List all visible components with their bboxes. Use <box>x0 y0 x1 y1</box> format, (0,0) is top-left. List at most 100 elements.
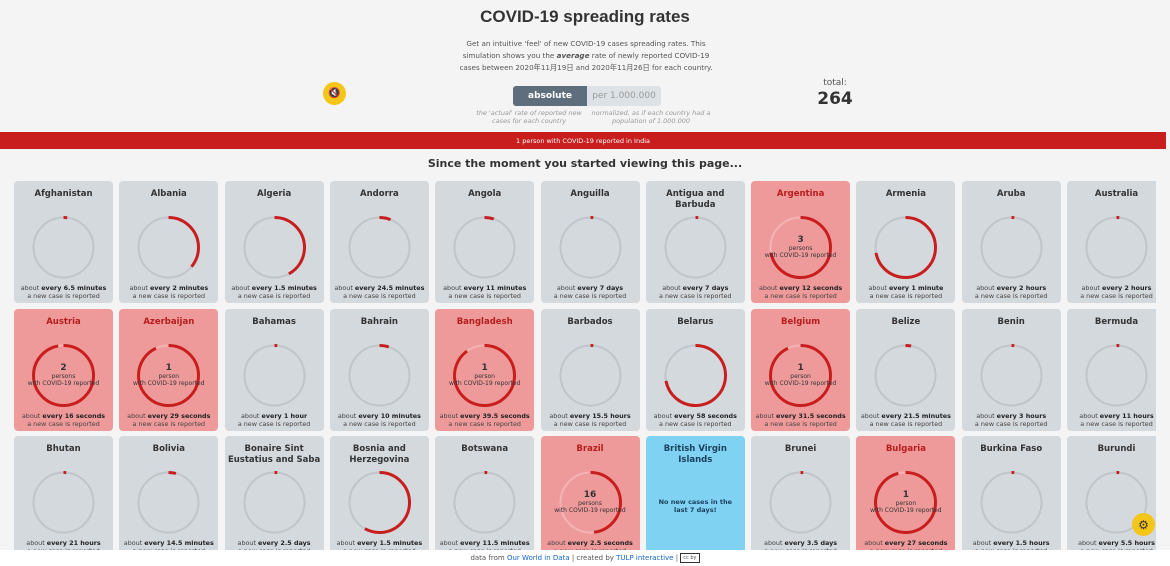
ring-track <box>980 471 1043 534</box>
rate-prefix: about <box>868 284 889 292</box>
rate-value: every 10 minutes <box>358 411 421 420</box>
rate-prefix: about <box>20 284 42 292</box>
total-label: total: <box>823 78 847 88</box>
country-card[interactable]: Australia about every 2 hours a new case i… <box>1067 181 1156 303</box>
country-card[interactable]: Bulgaria 1 person with COVID-19 reported abo… <box>856 436 956 551</box>
gear-icon: ⚙ <box>1138 517 1149 532</box>
rate-text: about every 15.5 hours a new case is repo… <box>541 412 640 428</box>
rate-prefix: about <box>439 539 461 547</box>
case-count-unit: persons <box>578 500 602 507</box>
progress-ring <box>453 216 517 279</box>
country-name: Aruba <box>996 189 1026 199</box>
country-card[interactable]: Austria 2 persons with COVID-19 reported abo… <box>14 308 113 431</box>
country-name: Antigua and Barbuda <box>666 189 725 210</box>
rate-text: about every 6.5 minutes a new case is rep… <box>14 284 113 300</box>
ring-track <box>137 471 200 534</box>
rate-text: about every 14.5 minutes a new case is re… <box>119 539 218 551</box>
country-card[interactable]: Bermuda about every 11 hours a new case is… <box>1067 308 1156 431</box>
country-card[interactable]: Andorra about every 24.5 minutes a new cas… <box>329 181 429 303</box>
ring-progress <box>663 216 727 279</box>
section-heading: Since the moment you started viewing thi… <box>427 157 743 170</box>
rate-prefix: about <box>764 539 785 547</box>
country-card[interactable]: Angola about every 11 minutes a new case i… <box>435 181 535 303</box>
country-card[interactable]: Argentina 3 persons with COVID-19 reported a… <box>751 181 851 303</box>
country-card[interactable]: Bahrain about every 10 minutes a new case … <box>329 308 429 431</box>
rate-value: every 11 hours <box>1099 411 1154 420</box>
country-card[interactable]: Anguilla about every 7 days a new case is … <box>540 181 640 303</box>
progress-ring <box>32 216 95 279</box>
country-card[interactable]: Belgium 1 person with COVID-19 reported abou… <box>751 308 851 431</box>
progress-ring <box>1085 471 1148 534</box>
country-card[interactable]: Bhutan about every 21 hours a new case is … <box>14 436 113 551</box>
case-count-subtitle: with COVID-19 reported <box>448 379 521 387</box>
rate-prefix: about <box>336 539 358 547</box>
ring-progress <box>1085 343 1148 407</box>
country-card[interactable]: Benin about every 3 hours a new case is re… <box>961 308 1061 431</box>
rate-text: about every 2 hours a new case is reporte… <box>1067 284 1156 300</box>
country-card[interactable]: Bolivia about every 14.5 minutes a new cas… <box>119 436 219 551</box>
rate-value: every 1.5 minutes <box>357 539 423 547</box>
case-count: 2 persons with COVID-19 reported <box>26 363 101 387</box>
absolute-button[interactable]: absolute <box>513 86 587 106</box>
country-card[interactable]: Algeria about every 1.5 minutes a new case… <box>224 181 324 303</box>
country-card[interactable]: Barbados about every 15.5 hours a new case… <box>540 308 640 431</box>
rate-text: about every 7 days a new case is reported <box>646 284 745 300</box>
mute-button[interactable]: 🔇 <box>323 82 346 105</box>
rate-value: every 2 hours <box>1101 284 1152 292</box>
country-card[interactable]: Bosnia and Herzegovina about every 1.5 mi… <box>329 436 429 551</box>
ring-progress <box>1085 471 1148 534</box>
country-card[interactable]: Bonaire Sint Eustatius and Saba about eve… <box>224 436 324 551</box>
country-card[interactable]: Belize about every 21.5 minutes a new case… <box>856 308 956 431</box>
rate-suffix: a new case is reported <box>343 547 416 551</box>
rate-prefix: about <box>755 411 777 420</box>
country-card[interactable]: Armenia about every 1 minute a new case is… <box>856 181 956 303</box>
progress-ring <box>558 471 622 534</box>
country-card[interactable]: British Virgin Islands No new cases in th… <box>645 436 745 551</box>
rate-suffix: a new case is reported <box>132 547 206 551</box>
country-name: Algeria <box>257 189 292 199</box>
rate-suffix: a new case is reported <box>1080 292 1153 300</box>
country-card[interactable]: Brunei about every 3.5 days a new case is … <box>751 436 851 551</box>
progress-ring <box>137 343 201 407</box>
ring-progress <box>979 343 1043 407</box>
rate-value: every 14.5 minutes <box>144 539 214 547</box>
rate-text: about every 21.5 minutes a new case is re… <box>856 412 955 428</box>
country-card[interactable]: Afghanistan about every 6.5 minutes a new … <box>14 181 113 303</box>
country-name: Armenia <box>885 189 926 199</box>
ring-progress <box>32 471 95 534</box>
rate-value: every 1.5 minutes <box>251 284 317 292</box>
rate-suffix: a new case is reported <box>237 419 311 428</box>
intro-text: Get an intuitive 'feel' of new COVID-19 … <box>455 38 717 74</box>
country-card[interactable]: Brazil 16 persons with COVID-19 reported abo… <box>540 436 640 551</box>
country-name: Australia <box>1094 189 1139 199</box>
country-card[interactable]: Antigua and Barbuda about every 7 days a n… <box>645 181 745 303</box>
country-card[interactable]: Burkina Faso about every 1.5 hours a new c… <box>961 436 1061 551</box>
rate-text: about every 11 minutes a new case is repo… <box>435 284 534 300</box>
cc-license-icon[interactable]: cc by <box>680 553 700 563</box>
rate-value: every 2 minutes <box>149 284 209 292</box>
country-card[interactable]: Bangladesh 1 person with COVID-19 reported a… <box>435 308 535 431</box>
rate-text: about every 1.5 hours a new case is repor… <box>962 539 1061 551</box>
country-name: Brunei <box>784 444 817 454</box>
rate-value: every 16 seconds <box>42 411 106 420</box>
country-card[interactable]: Albania about every 2 minutes a new case i… <box>119 181 219 303</box>
rate-text: about every 3.5 days a new case is report… <box>751 539 850 551</box>
settings-button[interactable]: ⚙ <box>1132 513 1155 536</box>
per-million-button[interactable]: per 1.000.000 <box>587 86 661 106</box>
country-card[interactable]: Aruba about every 2 hours a new case is re… <box>961 181 1061 303</box>
creator-link[interactable]: TULP interactive <box>616 554 674 562</box>
progress-ring <box>769 471 833 534</box>
country-card[interactable]: Belarus about every 58 seconds a new case … <box>645 308 745 431</box>
country-card[interactable]: Bahamas about every 1 hour a new case is r… <box>224 308 324 431</box>
page-title: COVID-19 spreading rates <box>480 7 690 26</box>
rate-prefix: about <box>653 411 675 420</box>
rate-value: every 2.5 days <box>258 539 311 547</box>
country-card[interactable]: Azerbaijan 1 person with COVID-19 reported a… <box>119 308 219 431</box>
source-link[interactable]: Our World in Data <box>506 554 570 562</box>
country-card[interactable]: Botswana about every 11.5 minutes a new ca… <box>435 436 535 551</box>
country-name: Burkina Faso <box>980 444 1043 454</box>
progress-ring <box>979 471 1043 534</box>
country-name: Angola <box>468 189 502 199</box>
country-name: Bosnia and Herzegovina <box>349 444 410 465</box>
